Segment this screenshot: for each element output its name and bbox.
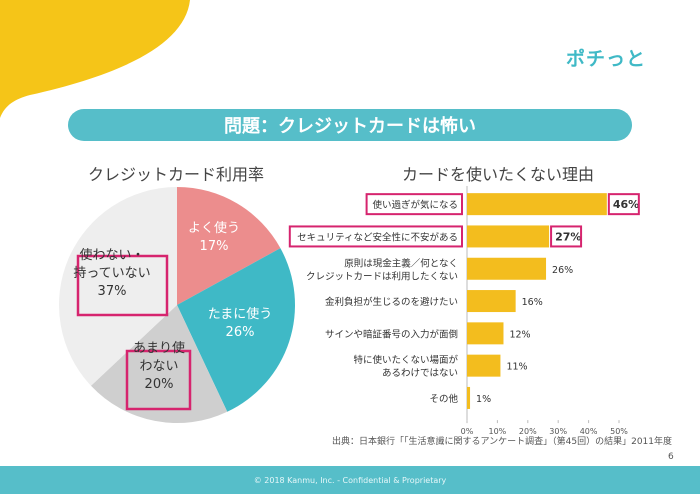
x-tick-label: 50% — [610, 427, 628, 436]
x-tick-label: 40% — [580, 427, 598, 436]
footer-bar: © 2018 Kanmu, Inc. - Confidential & Prop… — [0, 466, 700, 494]
pie-slice-label: 使わない・ — [79, 247, 144, 263]
pie-slice-label: よく使う — [188, 220, 240, 236]
bar — [467, 193, 607, 216]
bar-value-label: 46% — [613, 198, 639, 211]
pie-slice-label: わない — [139, 359, 178, 374]
highlight-box — [607, 193, 640, 216]
footer-copyright: © 2018 Kanmu, Inc. - Confidential & Prop… — [253, 475, 447, 485]
pie-slice-label: あまり使 — [133, 340, 185, 356]
x-tick-label: 10% — [489, 427, 507, 436]
bar-chart: 使い過ぎが気になる 46% セキュリティなど安全性に不安がある 27% 原則は現金主義／… — [288, 186, 640, 436]
highlight-box — [76, 254, 169, 317]
bar-category-label: クレジットカードは利用したくない — [306, 270, 458, 282]
bar — [467, 386, 471, 409]
pie-slice — [58, 187, 177, 386]
bar-value-label: 16% — [522, 297, 543, 308]
bar-value-label: 1% — [476, 394, 491, 405]
bar-value-label: 12% — [509, 329, 530, 340]
x-tick-label: 30% — [549, 427, 567, 436]
bar-category-label: 原則は現金主義／何となく — [344, 257, 458, 269]
bar-value-label: 26% — [552, 265, 573, 276]
bar-category-label: セキュリティなど安全性に不安がある — [297, 231, 458, 243]
bar-category-label: サインや暗証番号の入力が面倒 — [325, 328, 458, 340]
bar — [467, 225, 550, 248]
page-number: 6 — [668, 452, 674, 462]
bar-category-label: 金利負担が生じるのを避けたい — [325, 296, 458, 308]
bar-chart-title: カードを使いたくない理由 — [402, 165, 595, 184]
highlight-box — [550, 225, 583, 248]
pie-value-label: 26% — [226, 325, 255, 340]
bar-category-label: あるわけではない — [382, 368, 458, 379]
bar-category-label: 使い過ぎが気になる — [372, 199, 458, 211]
x-tick-label: 20% — [519, 427, 537, 436]
bar-category-label: その他 — [429, 393, 458, 405]
bar — [467, 354, 501, 377]
title-bar: 問題：クレジットカードは怖い — [68, 109, 632, 141]
bar-category-label: 特に使いたくない場面が — [353, 354, 458, 366]
bar-value-label: 27% — [555, 230, 581, 243]
highlight-box — [365, 193, 464, 216]
bar — [467, 257, 547, 280]
highlight-box — [125, 349, 192, 411]
decorative-swoosh — [0, 0, 190, 118]
brand-logo: ポチっと — [566, 48, 647, 70]
page-title: 問題：クレジットカードは怖い — [224, 116, 476, 137]
pie-value-label: 37% — [98, 284, 127, 299]
pie-chart-title: クレジットカード利用率 — [88, 165, 265, 184]
pie-slice-label: たまに使う — [208, 306, 273, 322]
x-tick-label: 0% — [461, 427, 474, 436]
highlight-box — [288, 225, 463, 248]
pie-slice-label: 持っていない — [73, 266, 150, 281]
pie-slice — [177, 248, 295, 412]
source-note: 出典：日本銀行「「生活意識に関するアンケート調査」（第45回）の結果」2011年… — [332, 437, 672, 447]
bar — [467, 290, 516, 313]
pie-value-label: 20% — [145, 377, 174, 392]
bar-value-label: 11% — [506, 362, 527, 373]
pie-slice — [90, 305, 228, 424]
pie-slice — [177, 187, 281, 305]
bar — [467, 322, 504, 345]
pie-value-label: 17% — [200, 239, 229, 254]
